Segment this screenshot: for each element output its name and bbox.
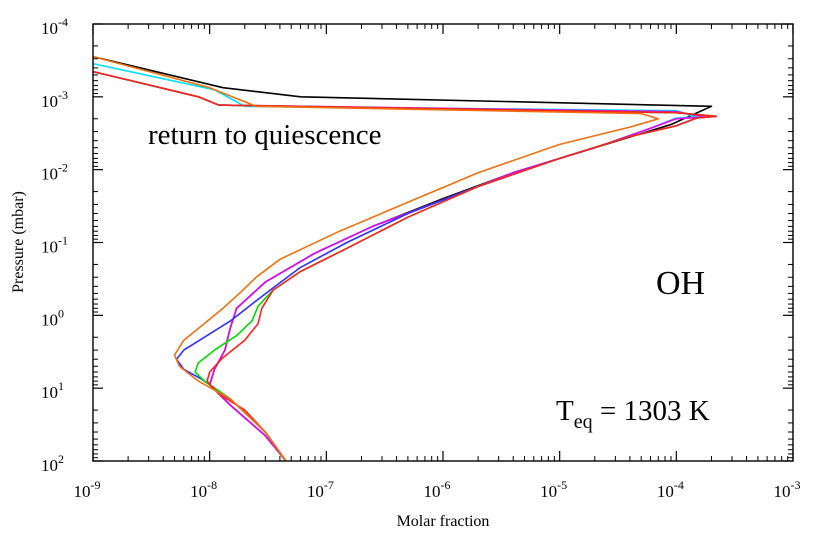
y-tick-label: 10-2 [41, 161, 68, 184]
x-tick-label: 10-7 [307, 478, 334, 501]
x-tick-label: 10-8 [190, 478, 217, 501]
y-tick-label: 10-3 [41, 88, 68, 111]
annotation-species: OH [656, 265, 705, 302]
x-axis-label: Molar fraction [397, 513, 490, 530]
x-tick-label: 10-6 [424, 478, 451, 501]
teq-rest: = 1303 K [593, 395, 710, 427]
y-tick-label: 10-1 [41, 234, 68, 257]
x-tick-label: 10-5 [540, 478, 567, 501]
series-layer [92, 55, 718, 462]
y-tick-label: 101 [41, 379, 64, 402]
plot-frame [92, 23, 794, 462]
ticks-layer: 10-9 10-8 10-7 10-6 10-5 10-4 10-3 10-4 10-3 10-2… [41, 15, 801, 501]
y-tick-label: 100 [41, 306, 64, 329]
series-line-7 [92, 55, 660, 462]
annotation-teq: Teq = 1303 K [556, 395, 710, 433]
x-tick-label: 10-4 [657, 478, 684, 501]
series-line-6 [92, 70, 718, 462]
annotation-return: return to quiescence [148, 119, 382, 151]
y-tick-label: 10-4 [41, 15, 68, 38]
x-tick-label: 10-3 [774, 478, 801, 501]
x-tick-label: 10-9 [74, 478, 101, 501]
teq-main: T [556, 395, 574, 427]
y-axis-label: Pressure (mbar) [10, 191, 27, 293]
teq-sub: eq [574, 411, 593, 433]
y-tick-label: 102 [41, 452, 64, 475]
